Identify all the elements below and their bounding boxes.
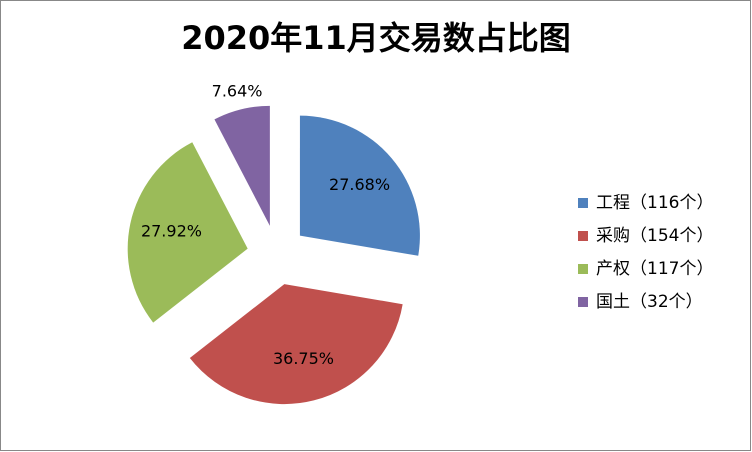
data-label: 36.75% — [273, 349, 334, 368]
legend-label: 工程（116个） — [596, 193, 713, 213]
legend-label: 采购（154个） — [596, 226, 713, 246]
legend-swatch — [578, 264, 588, 274]
chart-title: 2020年11月交易数占比图 — [181, 19, 571, 57]
data-label: 27.68% — [329, 175, 390, 194]
pie-slice — [189, 284, 403, 405]
data-label: 27.92% — [141, 222, 202, 241]
legend-label: 产权（117个） — [596, 259, 713, 279]
data-label: 7.64% — [212, 81, 263, 100]
legend-swatch — [578, 297, 588, 307]
legend-swatch — [578, 231, 588, 241]
pie-slice — [299, 115, 420, 256]
legend-swatch — [578, 198, 588, 208]
pie-slice — [214, 105, 270, 226]
legend-label: 国土（32个） — [596, 292, 703, 312]
pie-slice — [127, 142, 248, 323]
